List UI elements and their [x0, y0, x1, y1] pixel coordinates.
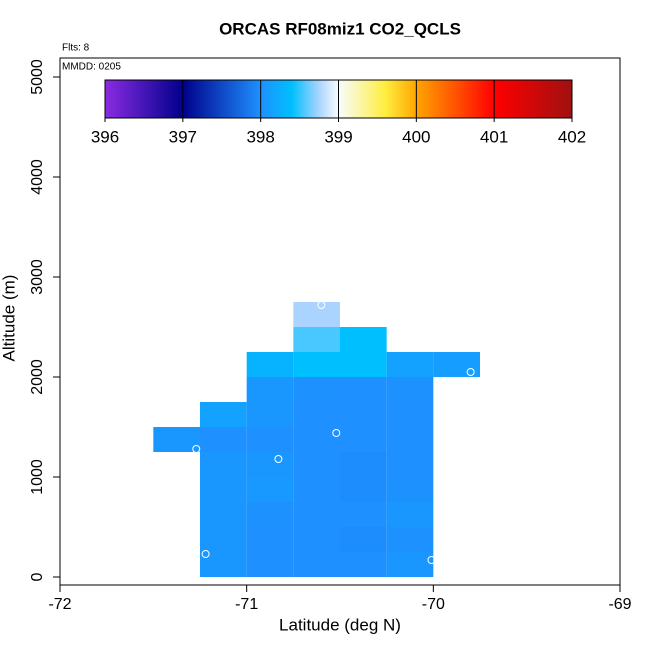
y-tick-label: 0 [29, 572, 46, 581]
cell [340, 352, 387, 377]
cell [246, 552, 294, 577]
cell [340, 402, 387, 427]
cell [386, 402, 434, 427]
cell [386, 427, 434, 452]
y-tick-label: 5000 [29, 59, 46, 95]
cell [293, 377, 340, 402]
flight-point [317, 301, 326, 309]
cell [200, 552, 247, 577]
x-tick-label: -70 [422, 596, 445, 613]
colorbar-tick-label: 400 [402, 127, 430, 146]
y-tick-label: 1000 [29, 459, 46, 495]
cell [246, 502, 294, 527]
flight-point [427, 556, 436, 564]
cell [386, 552, 434, 577]
cell [200, 452, 247, 477]
colorbar-tick-label: 397 [169, 127, 197, 146]
y-tick-label: 3000 [29, 259, 46, 295]
cell [386, 352, 434, 377]
cell [153, 427, 200, 452]
cell [386, 502, 434, 527]
cell [340, 527, 387, 552]
cell [246, 352, 294, 377]
cell [293, 527, 340, 552]
cell [293, 352, 340, 377]
cell [386, 477, 434, 502]
cell [293, 452, 340, 477]
cell [293, 502, 340, 527]
cell [246, 452, 294, 477]
cell [293, 402, 340, 427]
cell [340, 427, 387, 452]
flight-point [201, 550, 210, 558]
colorbar-tick-label: 402 [558, 127, 586, 146]
colorbar-tick-label: 399 [324, 127, 352, 146]
cell [340, 477, 387, 502]
plot-frame [59, 57, 621, 586]
cell [200, 527, 247, 552]
cell [246, 427, 294, 452]
cell [293, 327, 340, 352]
cell [340, 377, 387, 402]
cell [200, 477, 247, 502]
cell [200, 427, 247, 452]
flight-point [332, 429, 341, 437]
cell [293, 477, 340, 502]
flight-point [192, 445, 201, 453]
annotation: MMDD: 0205 [62, 62, 121, 73]
cell [200, 402, 247, 427]
chart-title: ORCAS RF08miz1 CO2_QCLS [219, 19, 461, 38]
cell [293, 427, 340, 452]
y-tick-label: 2000 [29, 359, 46, 395]
cell [433, 352, 480, 377]
cell [246, 402, 294, 427]
cell [340, 452, 387, 477]
colorbar-tick-label: 396 [91, 127, 119, 146]
cell [246, 377, 294, 402]
cell [340, 552, 387, 577]
cell [200, 502, 247, 527]
cell [340, 327, 387, 352]
cell [386, 452, 434, 477]
flight-point [274, 455, 283, 463]
y-tick-label: 4000 [29, 159, 46, 195]
cell [293, 552, 340, 577]
colorbar-tick-label: 401 [480, 127, 508, 146]
y-axis-label: Altitude (m) [0, 275, 18, 362]
cell [340, 502, 387, 527]
cell [293, 302, 340, 327]
cell [246, 477, 294, 502]
cell [246, 527, 294, 552]
flight-point [466, 368, 475, 376]
x-axis-label: Latitude (deg N) [279, 615, 401, 634]
cell [386, 527, 434, 552]
x-tick-label: -71 [235, 596, 258, 613]
colorbar-tick-label: 398 [246, 127, 274, 146]
x-tick-label: -69 [608, 596, 631, 613]
cell [386, 377, 434, 402]
annotation: Flts: 8 [62, 43, 90, 54]
x-tick-label: -72 [48, 596, 71, 613]
